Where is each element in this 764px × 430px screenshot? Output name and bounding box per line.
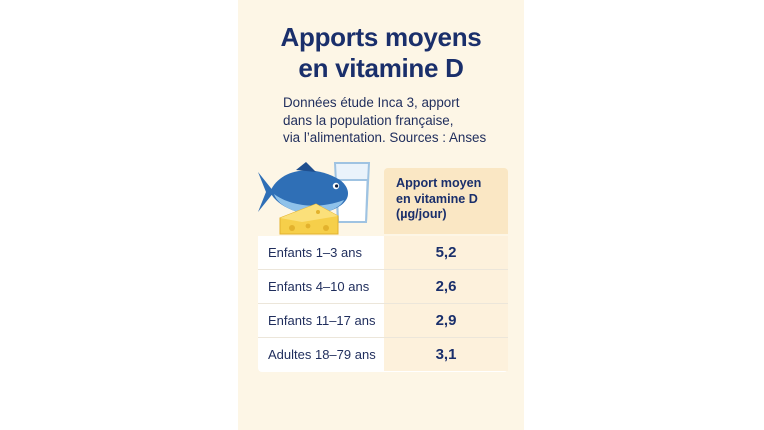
row-value: 5,2 [384,236,508,269]
table-row: Adultes 18–79 ans 3,1 [258,338,508,372]
title-line-1: Apports moyens [280,22,482,52]
row-value: 2,9 [384,304,508,337]
table-row: Enfants 1–3 ans 5,2 [258,236,508,270]
subtitle: Données étude Inca 3, apport dans la pop… [283,94,519,147]
table-row: Enfants 11–17 ans 2,9 [258,304,508,338]
row-label: Adultes 18–79 ans [268,347,376,362]
infographic-card: Apports moyens en vitamine D Données étu… [238,0,524,430]
row-value: 3,1 [384,338,508,371]
subtitle-line-2: dans la population française, [283,112,454,128]
intake-table: Enfants 1–3 ans 5,2 Enfants 4–10 ans 2,6… [258,236,508,372]
fish-icon [258,162,348,214]
column-header-line-3: (µg/jour) [396,207,447,221]
subtitle-line-1: Données étude Inca 3, apport [283,95,460,110]
row-value: 2,6 [384,270,508,303]
table-row: Enfants 4–10 ans 2,6 [258,270,508,304]
title-line-2: en vitamine D [298,53,464,83]
column-header-line-1: Apport moyen [396,176,482,190]
row-label: Enfants 11–17 ans [268,313,376,328]
row-label: Enfants 4–10 ans [268,279,370,294]
page-title: Apports moyens en vitamine D [238,22,524,84]
food-illustration [258,162,371,235]
row-label: Enfants 1–3 ans [268,245,362,260]
column-header: Apport moyen en vitamine D (µg/jour) [384,168,508,234]
column-header-line-2: en vitamine D [396,191,478,206]
subtitle-line-3: via l’alimentation. Sources : Anses [283,130,487,145]
cheese-icon [279,203,339,235]
